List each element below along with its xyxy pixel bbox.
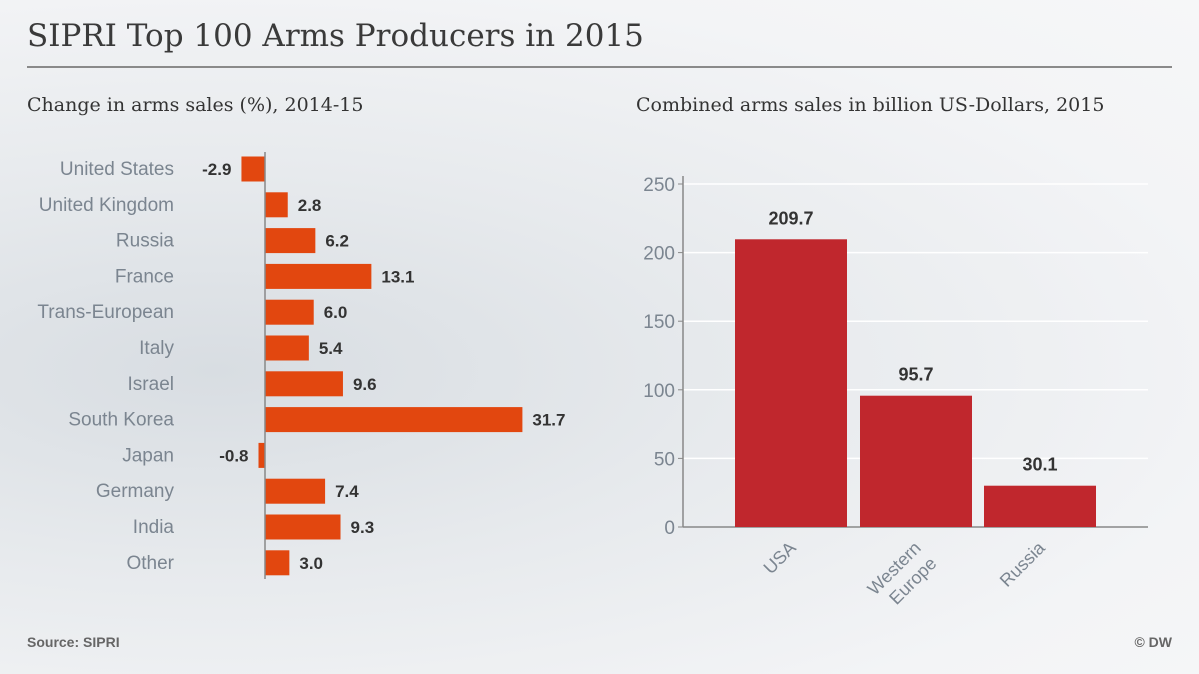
title-divider <box>27 66 1172 68</box>
category-label-italy: Italy <box>139 338 174 359</box>
category-label-united-kingdom: United Kingdom <box>39 195 174 216</box>
category-label-france: France <box>115 266 174 287</box>
value-label-united-kingdom: 2.8 <box>298 196 322 215</box>
value-label-israel: 9.6 <box>353 375 377 394</box>
bar-italy <box>265 335 309 361</box>
bar-russia <box>984 485 1096 527</box>
bar-united-states <box>241 156 265 182</box>
bar-japan <box>258 442 265 468</box>
value-label-russia: 30.1 <box>1022 455 1057 475</box>
value-label-germany: 7.4 <box>335 482 359 501</box>
y-tick-label-50: 50 <box>654 449 675 470</box>
value-label-other: 3.0 <box>299 554 323 573</box>
source-note: Source: SIPRI <box>27 634 120 650</box>
y-tick-label-200: 200 <box>643 244 675 265</box>
bar-trans-european <box>265 299 314 325</box>
value-label-south-korea: 31.7 <box>532 411 565 430</box>
left-chart-subtitle: Change in arms sales (%), 2014-15 <box>27 94 364 116</box>
bar-other <box>265 550 290 576</box>
category-label-russia: Russia <box>996 537 1050 591</box>
chart-title: SIPRI Top 100 Arms Producers in 2015 <box>27 18 644 54</box>
value-label-france: 13.1 <box>381 267 414 286</box>
y-tick-label-150: 150 <box>643 312 675 333</box>
category-label-japan: Japan <box>122 445 174 466</box>
bar-india <box>265 514 341 540</box>
y-tick-label-250: 250 <box>643 175 675 196</box>
category-label-israel: Israel <box>128 374 174 395</box>
value-label-united-states: -2.9 <box>202 160 231 179</box>
category-label-other: Other <box>126 553 174 574</box>
category-label-western-europe: WesternEurope <box>864 538 941 615</box>
bar-russia <box>265 228 316 254</box>
change-in-arms-sales-chart: United States -2.9 United Kingdom 2.8 Russia… <box>37 152 565 579</box>
category-label-united-states: United States <box>60 159 174 180</box>
bar-united-kingdom <box>265 192 288 218</box>
bar-france <box>265 263 372 289</box>
value-label-india: 9.3 <box>351 518 375 537</box>
y-tick-label-0: 0 <box>664 518 675 539</box>
value-label-russia: 6.2 <box>325 232 349 251</box>
bar-western-europe <box>860 395 972 527</box>
value-label-italy: 5.4 <box>319 339 343 358</box>
category-label-russia: Russia <box>116 231 175 252</box>
right-chart-subtitle: Combined arms sales in billion US-Dollar… <box>636 94 1105 116</box>
value-label-japan: -0.8 <box>219 446 248 465</box>
category-label-germany: Germany <box>96 481 175 502</box>
bar-usa <box>735 239 847 527</box>
bar-israel <box>265 371 343 397</box>
category-label-usa: USA <box>760 538 800 578</box>
bar-south-korea <box>265 407 523 433</box>
category-label-india: India <box>133 517 175 538</box>
category-label-trans-european: Trans-European <box>37 302 174 323</box>
value-label-usa: 209.7 <box>768 208 813 228</box>
bar-germany <box>265 478 326 504</box>
value-label-trans-european: 6.0 <box>324 303 348 322</box>
credit-note: © DW <box>1134 634 1172 650</box>
y-tick-label-100: 100 <box>643 381 675 402</box>
category-label-south-korea: South Korea <box>68 410 174 431</box>
value-label-western-europe: 95.7 <box>898 365 933 385</box>
